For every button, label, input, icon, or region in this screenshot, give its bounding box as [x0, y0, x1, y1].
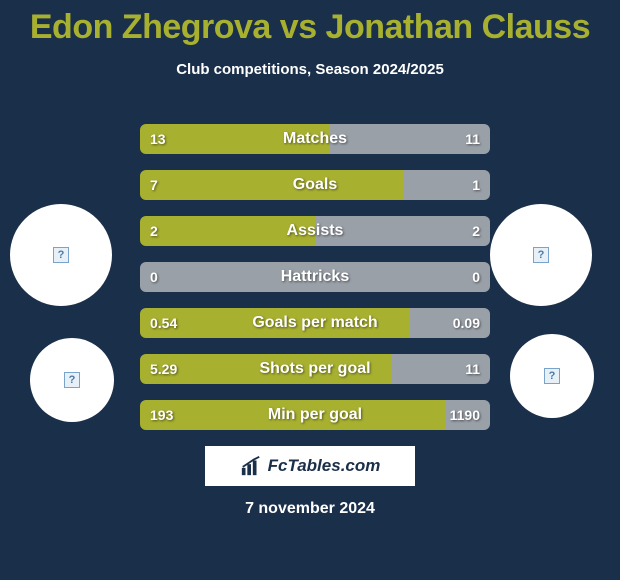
stat-label: Shots per goal: [140, 354, 490, 384]
chart-icon: [240, 455, 262, 477]
stats-bars: 1311Matches 71Goals 22Assists 00Hattricks 0.…: [140, 124, 490, 446]
avatar-circle: ?: [10, 204, 112, 306]
stat-row: 1311Matches: [140, 124, 490, 154]
stat-row: 5.2911Shots per goal: [140, 354, 490, 384]
brand-logo: FcTables.com: [205, 446, 415, 486]
stat-row: 0.540.09Goals per match: [140, 308, 490, 338]
stat-label: Min per goal: [140, 400, 490, 430]
comparison-subtitle: Club competitions, Season 2024/2025: [0, 61, 620, 78]
avatar-circle: ?: [30, 338, 114, 422]
image-placeholder-icon: ?: [544, 368, 560, 384]
stat-row: 71Goals: [140, 170, 490, 200]
image-placeholder-icon: ?: [533, 247, 549, 263]
brand-text: FcTables.com: [268, 456, 381, 476]
stat-label: Matches: [140, 124, 490, 154]
stat-row: 00Hattricks: [140, 262, 490, 292]
stat-label: Hattricks: [140, 262, 490, 292]
stat-label: Goals per match: [140, 308, 490, 338]
image-placeholder-icon: ?: [53, 247, 69, 263]
date-label: 7 november 2024: [0, 500, 620, 518]
stat-row: 22Assists: [140, 216, 490, 246]
stat-label: Goals: [140, 170, 490, 200]
avatar-circle: ?: [490, 204, 592, 306]
comparison-title: Edon Zhegrova vs Jonathan Clauss: [0, 0, 620, 47]
stat-row: 1931190Min per goal: [140, 400, 490, 430]
avatar-circle: ?: [510, 334, 594, 418]
stat-label: Assists: [140, 216, 490, 246]
image-placeholder-icon: ?: [64, 372, 80, 388]
